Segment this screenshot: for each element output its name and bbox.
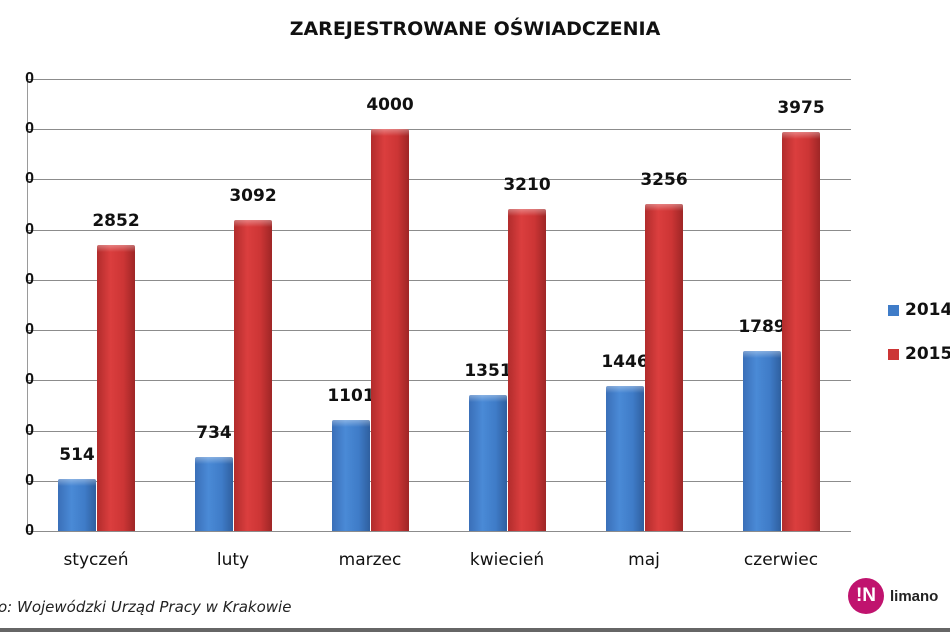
y-tick-label: 0 xyxy=(25,321,34,339)
logo-badge-icon: !N xyxy=(848,578,884,614)
limano-logo: !N limano xyxy=(848,578,938,614)
bar-2014-0 xyxy=(58,479,96,531)
y-tick-label: 0 xyxy=(25,471,34,489)
chart-title: ZAREJESTROWANE OŚWIADCZENIA xyxy=(289,18,661,40)
gridline xyxy=(28,179,851,181)
legend-item-2014: 2014 xyxy=(888,288,950,332)
data-label: 3256 xyxy=(640,169,688,190)
legend: 2014 2015 xyxy=(888,288,950,376)
data-label: 3092 xyxy=(229,186,277,207)
bar-2014-1 xyxy=(195,457,233,531)
gridline xyxy=(28,79,851,80)
y-tick-label: 0 xyxy=(25,421,34,439)
bar-2014-2 xyxy=(332,420,370,531)
y-tick-label: 0 xyxy=(25,522,34,539)
gridline xyxy=(28,430,851,432)
x-tick-label: styczeń xyxy=(63,550,129,570)
data-label: 3975 xyxy=(777,97,825,118)
gridline xyxy=(28,279,851,281)
data-label: 1789 xyxy=(738,317,786,338)
data-label: 1446 xyxy=(601,351,649,372)
y-tick-label: 0 xyxy=(25,70,34,87)
bar-2015-4 xyxy=(645,203,683,531)
bar-2014-5 xyxy=(743,351,781,531)
y-tick-label: 0 xyxy=(25,270,34,288)
data-label: 3210 xyxy=(503,174,551,195)
bar-2015-1 xyxy=(234,220,272,531)
legend-label: 2014 xyxy=(905,300,950,320)
logo-text: limano xyxy=(890,587,939,605)
bar-2015-0 xyxy=(97,244,135,531)
x-tick-label: marzec xyxy=(338,550,402,570)
bar-2015-5 xyxy=(782,131,820,531)
data-label: 514 xyxy=(59,445,95,466)
data-label: 1101 xyxy=(327,386,375,407)
gridline xyxy=(28,531,851,532)
legend-item-2015: 2015 xyxy=(888,332,950,376)
data-label: 2852 xyxy=(92,210,140,231)
bar-2015-3 xyxy=(508,208,546,531)
bar-2014-4 xyxy=(606,385,644,531)
data-label: 734 xyxy=(196,423,232,444)
gridline xyxy=(28,229,851,231)
plot-area: 0 0 0 0 0 0 0 0 0 0 514 2852 734 3092 1101 4000 1351 3210… xyxy=(25,70,851,539)
gridline xyxy=(28,330,851,332)
source-note: o: Wojewódzki Urząd Pracy w Krakowie xyxy=(0,598,292,616)
bar-2015-2 xyxy=(371,129,409,531)
legend-swatch-icon xyxy=(888,304,899,316)
y-tick-label: 0 xyxy=(25,120,34,138)
legend-swatch-icon xyxy=(888,348,899,360)
data-label: 4000 xyxy=(366,95,414,116)
gridline xyxy=(28,129,851,131)
x-tick-label: czerwiec xyxy=(743,550,819,570)
data-label: 1351 xyxy=(464,361,512,382)
y-tick-label: 0 xyxy=(25,220,34,238)
x-tick-label: kwiecień xyxy=(469,550,545,570)
bar-2014-3 xyxy=(469,395,507,531)
bottom-border xyxy=(0,628,950,632)
legend-label: 2015 xyxy=(905,344,950,364)
y-tick-label: 0 xyxy=(25,371,34,389)
gridline xyxy=(28,380,851,382)
x-tick-label: maj xyxy=(628,550,660,570)
y-tick-label: 0 xyxy=(25,170,34,188)
x-tick-label: luty xyxy=(216,550,250,570)
gridline xyxy=(28,480,851,482)
